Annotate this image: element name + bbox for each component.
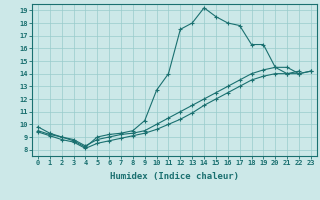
X-axis label: Humidex (Indice chaleur): Humidex (Indice chaleur) bbox=[110, 172, 239, 181]
